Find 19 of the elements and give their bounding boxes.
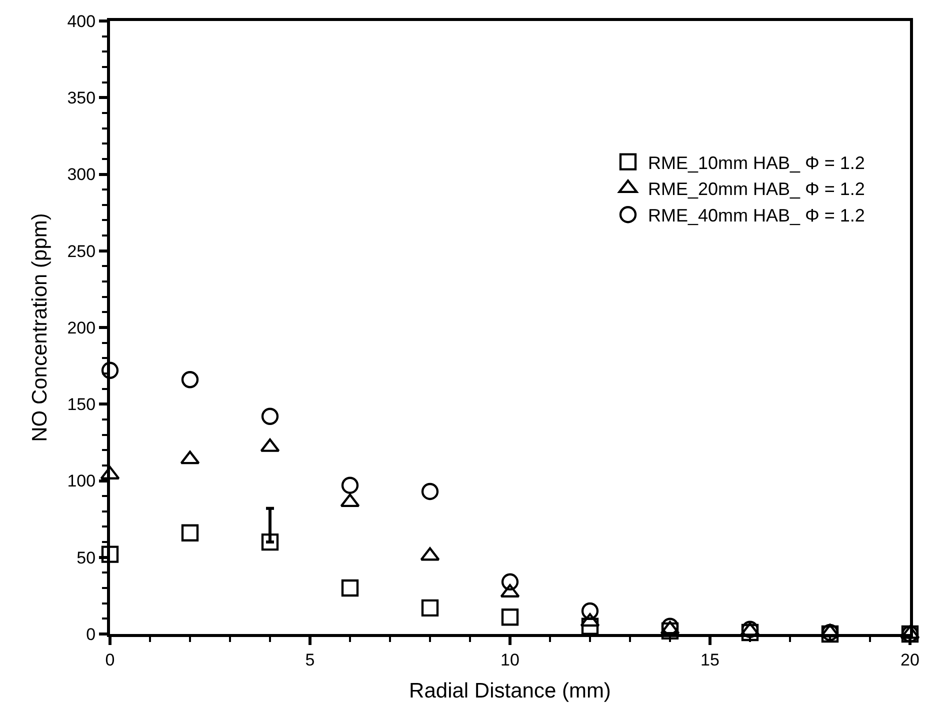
legend-label: RME_20mm HAB_ Φ = 1.2	[648, 179, 865, 200]
x-axis-title: Radial Distance (mm)	[409, 680, 611, 703]
y-tick-label: 0	[86, 624, 96, 644]
y-tick-label: 150	[67, 395, 96, 414]
y-tick-label: 400	[67, 12, 96, 31]
y-tick-label: 50	[76, 548, 96, 568]
y-axis-title: NO Concentration (ppm)	[28, 213, 52, 442]
y-tick-label: 250	[67, 242, 96, 261]
y-tick-label: 100	[67, 472, 96, 491]
legend-label: RME_40mm HAB_ Φ = 1.2	[648, 206, 865, 226]
legend-label: RME_10mm HAB_ Φ = 1.2	[648, 152, 865, 173]
y-tick-label: 300	[67, 165, 96, 184]
x-tick-label: 5	[305, 650, 315, 670]
x-tick-label: 20	[900, 650, 920, 670]
x-tick-label: 10	[500, 650, 520, 670]
y-tick-label: 200	[67, 318, 96, 338]
x-tick-label: 15	[700, 650, 720, 670]
x-tick-label: 0	[105, 650, 115, 670]
y-tick-label: 350	[67, 88, 96, 108]
